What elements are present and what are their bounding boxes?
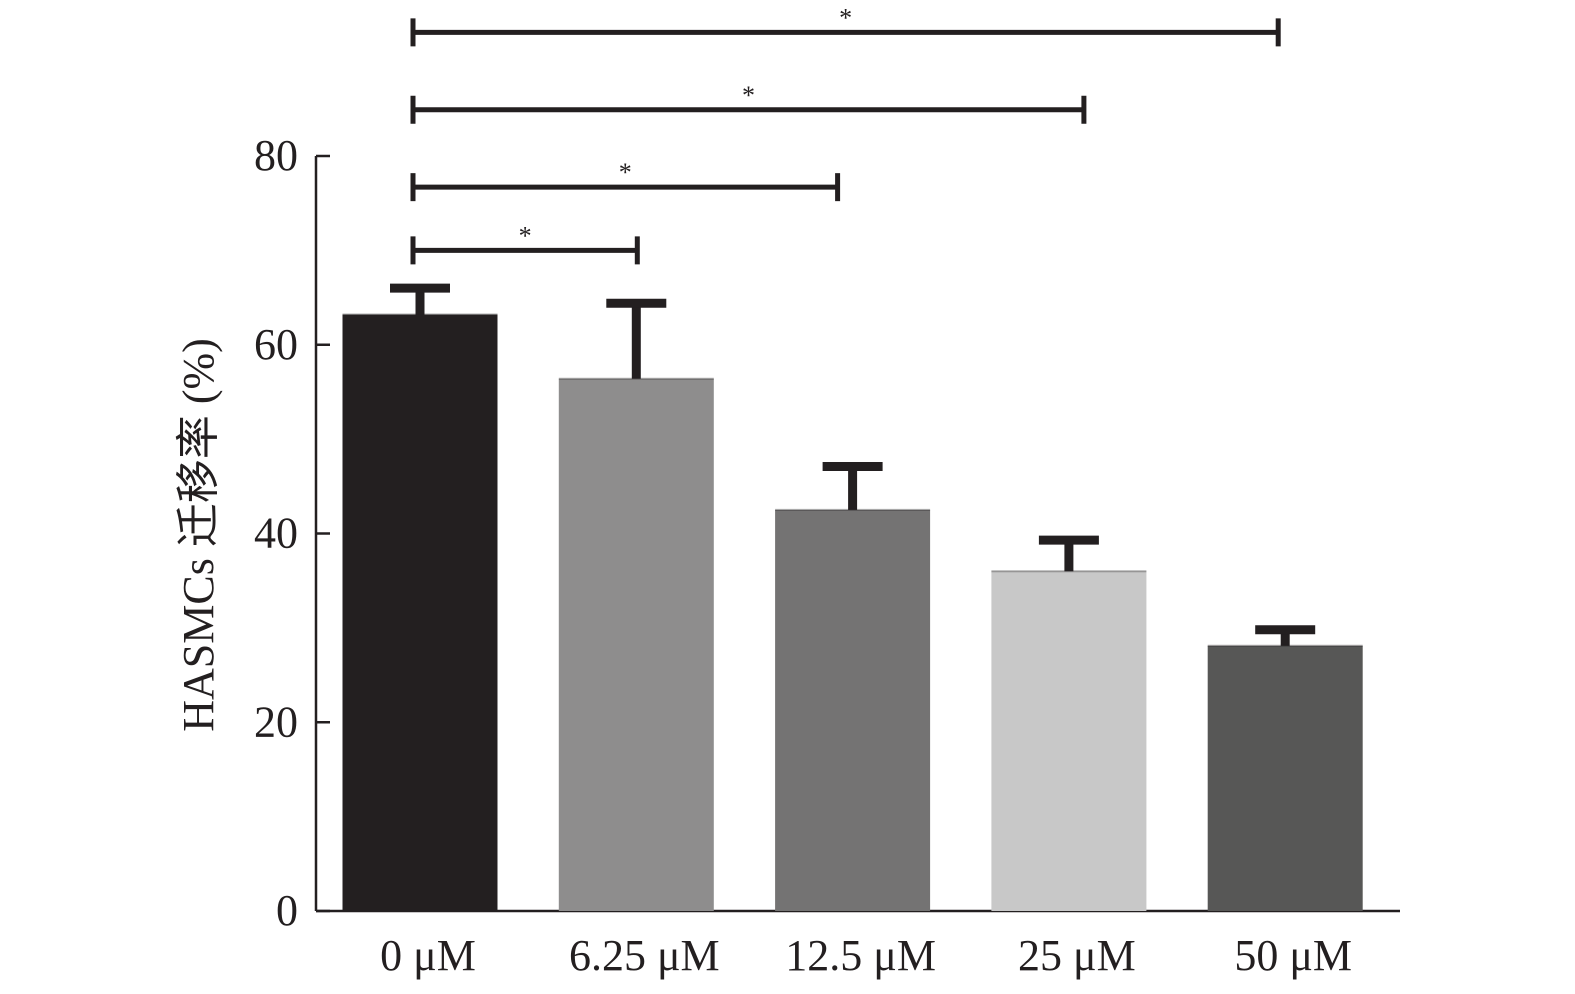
bar bbox=[342, 314, 498, 911]
bar bbox=[775, 509, 931, 911]
bars: 0 μM 6.25 μM 12.5 μM 25 μM 50 μM bbox=[342, 283, 1363, 980]
x-tick-label: 25 μM bbox=[1018, 931, 1136, 980]
x-tick-label: 0 μM bbox=[380, 931, 476, 980]
significance-brackets: * * * * bbox=[410, 3, 1281, 265]
x-tick-label: 50 μM bbox=[1234, 931, 1352, 980]
y-axis-label: HASMCs 迁移率 (%) bbox=[174, 338, 223, 732]
bar bbox=[558, 378, 714, 912]
y-tick-label: 0 bbox=[276, 886, 298, 935]
x-tick-label: 6.25 μM bbox=[569, 931, 720, 980]
y-tick-label: 60 bbox=[254, 320, 298, 369]
significance-star: * bbox=[839, 3, 852, 32]
y-tick-label: 80 bbox=[254, 131, 298, 180]
x-tick-label: 12.5 μM bbox=[785, 931, 936, 980]
significance-star: * bbox=[619, 158, 632, 187]
bar bbox=[1207, 645, 1363, 911]
bar bbox=[991, 571, 1147, 911]
y-tick-label: 20 bbox=[254, 697, 298, 746]
y-tick-label: 40 bbox=[254, 509, 298, 558]
significance-star: * bbox=[519, 221, 532, 250]
significance-star: * bbox=[742, 81, 755, 110]
